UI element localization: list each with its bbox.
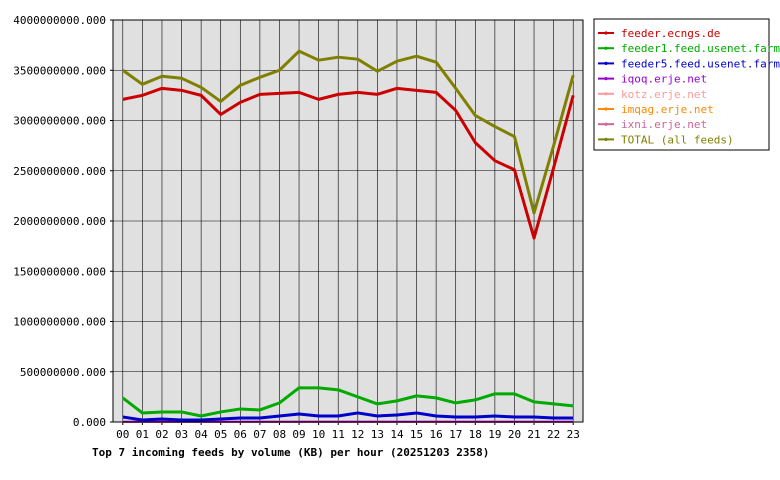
x-tick-label: 15 bbox=[410, 428, 423, 441]
y-tick-label: 1500000000.000 bbox=[13, 265, 106, 278]
legend-marker bbox=[604, 107, 608, 111]
x-tick-label: 05 bbox=[214, 428, 227, 441]
legend-marker bbox=[604, 77, 608, 81]
x-tick-label: 09 bbox=[292, 428, 305, 441]
legend-box bbox=[593, 18, 770, 151]
x-tick-label: 10 bbox=[312, 428, 325, 441]
x-tick-label: 12 bbox=[351, 428, 364, 441]
x-tick-label: 13 bbox=[371, 428, 384, 441]
y-tick-label: 0.000 bbox=[73, 416, 106, 429]
legend-marker bbox=[604, 31, 608, 35]
series-line-7 bbox=[121, 49, 575, 215]
x-tick-label: 03 bbox=[175, 428, 188, 441]
x-tick-label: 01 bbox=[136, 428, 149, 441]
x-tick-label: 04 bbox=[195, 428, 209, 441]
x-axis-ticks: 00 01 02 03 04 05 06 07 08 09 10 11 12 13 14 15 16 17 18 19… bbox=[116, 422, 580, 441]
x-tick-label: 19 bbox=[488, 428, 501, 441]
legend-label: iqoq.erje.net bbox=[621, 73, 707, 86]
x-tick-label: 11 bbox=[332, 428, 345, 441]
x-tick-label: 22 bbox=[547, 428, 560, 441]
y-tick-label: 500000000.000 bbox=[20, 366, 106, 379]
legend-marker bbox=[604, 46, 608, 50]
legend-marker bbox=[604, 92, 608, 96]
y-axis-ticks: 0.000 500000000.000 1000000000.000 15000000… bbox=[13, 14, 113, 429]
legend-label: ixni.erje.net bbox=[621, 118, 707, 131]
legend-marker bbox=[604, 61, 608, 65]
legend-label: feeder1.feed.usenet.farm bbox=[621, 42, 780, 55]
y-tick-label: 3000000000.000 bbox=[13, 115, 106, 128]
x-tick-label: 02 bbox=[155, 428, 168, 441]
y-tick-label: 2000000000.000 bbox=[13, 215, 106, 228]
x-tick-label: 00 bbox=[116, 428, 129, 441]
legend-label: TOTAL (all feeds) bbox=[621, 133, 734, 146]
series-line-1 bbox=[121, 386, 574, 418]
x-tick-label: 16 bbox=[430, 428, 443, 441]
legend-label: kotz.erje.net bbox=[621, 88, 707, 101]
series-line-0 bbox=[122, 86, 575, 240]
y-tick-label: 2500000000.000 bbox=[13, 165, 106, 178]
x-tick-label: 20 bbox=[508, 428, 521, 441]
legend-marker bbox=[604, 122, 608, 126]
y-tick-label: 1000000000.000 bbox=[13, 316, 106, 329]
chart-title: Top 7 incoming feeds by volume (KB) per … bbox=[92, 446, 489, 459]
legend-label: feeder5.feed.usenet.farm bbox=[621, 57, 780, 70]
x-tick-label: 07 bbox=[253, 428, 266, 441]
x-tick-label: 21 bbox=[527, 428, 540, 441]
series-line-2 bbox=[122, 411, 574, 422]
x-tick-label: 14 bbox=[390, 428, 404, 441]
legend: feeder.ecngs.de feeder1.feed.usenet.farm f… bbox=[593, 18, 780, 151]
x-tick-label: 18 bbox=[469, 428, 482, 441]
plot-border bbox=[112, 19, 584, 423]
legend-label: feeder.ecngs.de bbox=[621, 27, 720, 40]
legend-marker bbox=[604, 137, 608, 141]
x-tick-label: 23 bbox=[567, 428, 580, 441]
legend-label: imqag.erje.net bbox=[621, 103, 714, 116]
y-tick-label: 4000000000.000 bbox=[13, 14, 106, 27]
x-tick-label: 06 bbox=[234, 428, 247, 441]
x-tick-label: 08 bbox=[273, 428, 286, 441]
y-tick-label: 3500000000.000 bbox=[13, 64, 106, 77]
x-tick-label: 17 bbox=[449, 428, 462, 441]
